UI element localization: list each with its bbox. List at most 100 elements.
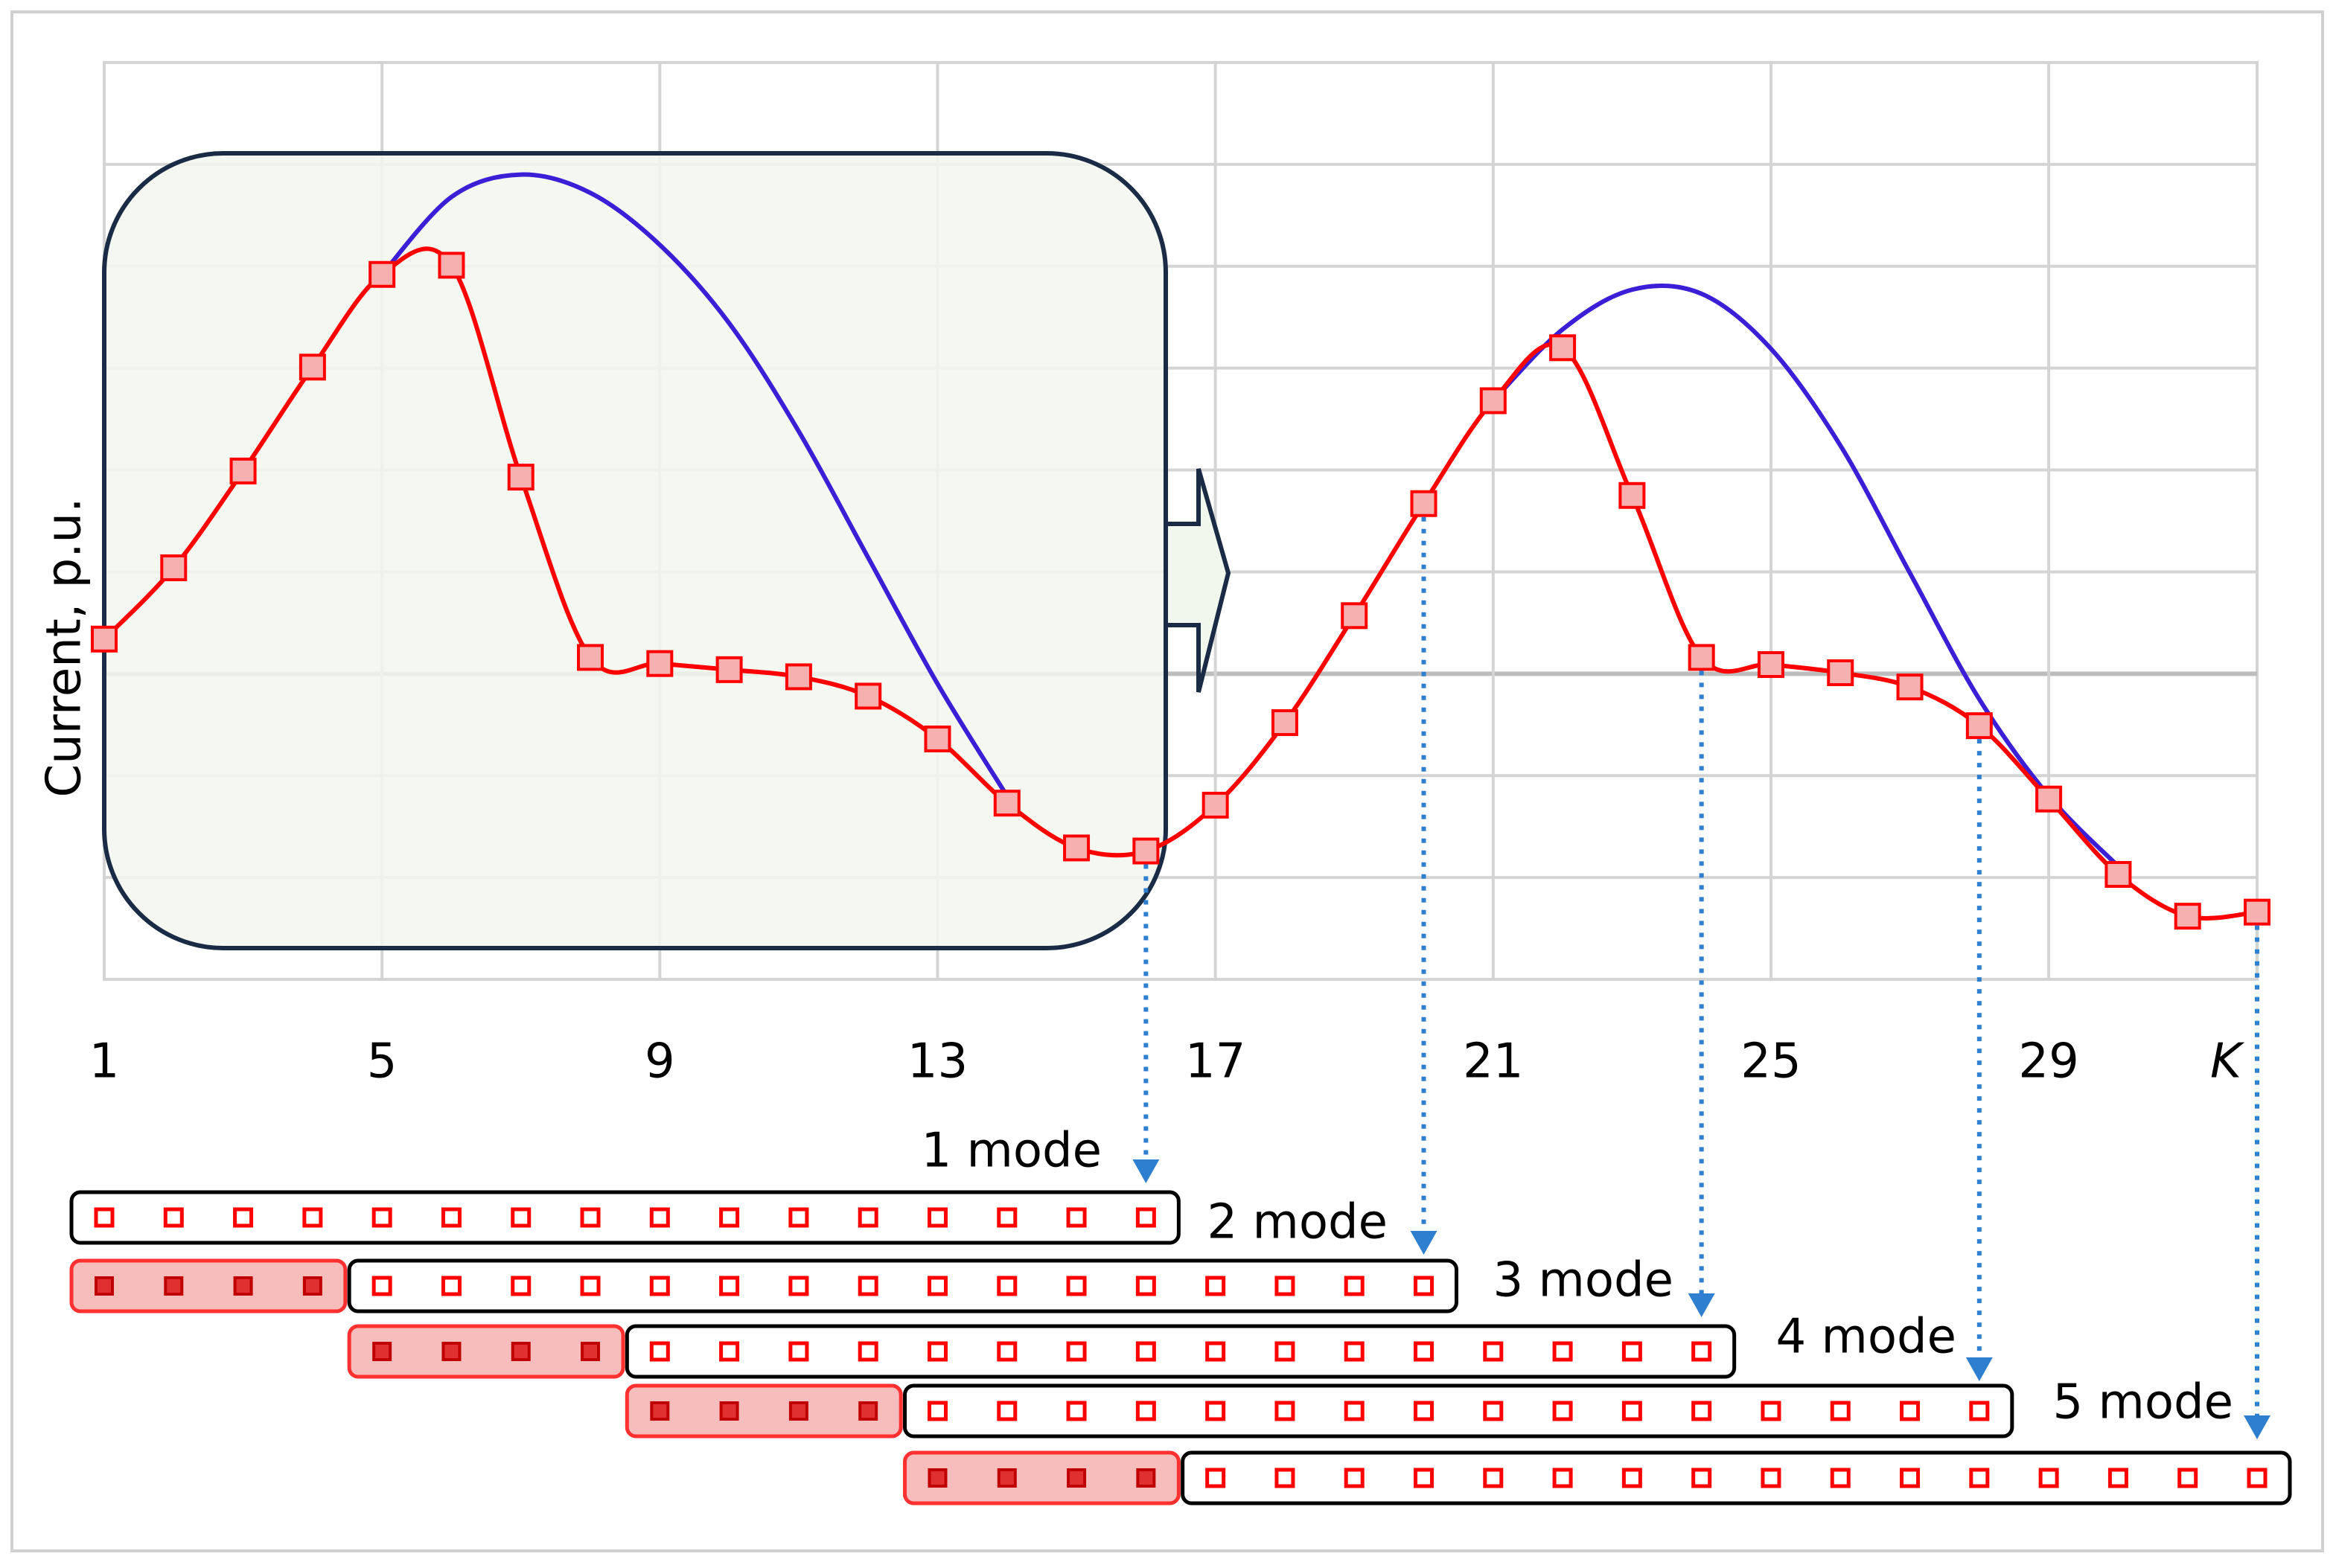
- sample: [997, 1401, 1018, 1421]
- sample: [650, 1401, 670, 1421]
- sample: [927, 1401, 948, 1421]
- sample: [1205, 1468, 1226, 1488]
- sample: [95, 1276, 114, 1296]
- x-tick-label: 13: [907, 1034, 968, 1089]
- window-row: [625, 1324, 1737, 1379]
- data-marker: [1896, 673, 1924, 701]
- sample: [580, 1207, 601, 1228]
- window-box: [102, 151, 1168, 950]
- sample: [2177, 1468, 2198, 1488]
- data-marker: [2104, 861, 2132, 889]
- sample: [927, 1341, 948, 1362]
- sample: [1274, 1468, 1295, 1488]
- sample: [1344, 1341, 1365, 1362]
- sample: [1205, 1341, 1226, 1362]
- data-marker: [1479, 387, 1507, 415]
- x-tick-label: 9: [645, 1034, 675, 1089]
- series-line: [1491, 283, 2120, 868]
- sample: [1274, 1341, 1295, 1362]
- data-marker: [1827, 659, 1854, 686]
- x-tick-label: 25: [1740, 1034, 1801, 1089]
- data-marker: [1201, 791, 1229, 819]
- sample: [928, 1468, 948, 1488]
- data-marker: [299, 353, 326, 381]
- arrow-head: [2244, 1415, 2270, 1439]
- data-marker: [1132, 837, 1160, 865]
- sample: [511, 1207, 532, 1228]
- mode-label: 2 mode: [1207, 1195, 1388, 1250]
- sample: [1621, 1468, 1642, 1488]
- sample: [441, 1207, 462, 1228]
- x-tick-label: 29: [2018, 1034, 2078, 1089]
- sample: [1483, 1401, 1504, 1421]
- sample: [1135, 1401, 1156, 1421]
- sample: [788, 1401, 808, 1421]
- sample: [1900, 1401, 1921, 1421]
- sample: [581, 1342, 601, 1361]
- sample: [511, 1276, 532, 1296]
- sample: [719, 1401, 739, 1421]
- sample: [1691, 1401, 1712, 1421]
- sample: [2038, 1468, 2059, 1488]
- mode-label: 5 mode: [2052, 1375, 2233, 1430]
- sample: [163, 1207, 184, 1228]
- sample: [441, 1342, 462, 1361]
- sample: [1274, 1401, 1295, 1421]
- data-marker: [993, 790, 1021, 817]
- window-row: [347, 1258, 1459, 1313]
- sample: [1830, 1401, 1851, 1421]
- window-row: [902, 1383, 2014, 1439]
- sample: [719, 1276, 740, 1296]
- sample: [1621, 1341, 1642, 1362]
- sample: [164, 1276, 184, 1296]
- sample: [649, 1207, 670, 1228]
- data-marker: [1618, 481, 1646, 509]
- sample: [1414, 1401, 1435, 1421]
- data-marker: [507, 464, 534, 491]
- data-marker: [1410, 490, 1437, 517]
- sample: [1066, 1207, 1087, 1228]
- data-marker: [1757, 651, 1784, 679]
- sample: [371, 1276, 392, 1296]
- sample: [1761, 1468, 1781, 1488]
- sample: [1691, 1468, 1712, 1488]
- sample: [1969, 1468, 1990, 1488]
- sample: [1344, 1276, 1365, 1296]
- sample: [1969, 1401, 1990, 1421]
- sample: [1483, 1341, 1504, 1362]
- sample: [649, 1341, 670, 1362]
- mode-label: 1 mode: [921, 1124, 1102, 1179]
- data-marker: [715, 656, 743, 683]
- sample: [858, 1341, 878, 1362]
- sample: [1135, 1341, 1156, 1362]
- data-marker: [229, 457, 257, 484]
- sample: [372, 1342, 392, 1361]
- sample: [1483, 1468, 1504, 1488]
- sample: [1344, 1401, 1365, 1421]
- sample: [1066, 1341, 1087, 1362]
- data-marker: [1549, 334, 1577, 362]
- sample: [788, 1341, 809, 1362]
- sample: [788, 1276, 809, 1296]
- data-marker: [368, 260, 396, 288]
- sample: [1621, 1401, 1642, 1421]
- sample: [1135, 1276, 1156, 1296]
- sample: [1066, 1276, 1087, 1296]
- mode-label: 3 mode: [1493, 1253, 1673, 1308]
- sample: [302, 1207, 323, 1228]
- sample: [1414, 1468, 1435, 1488]
- window-row: [69, 1190, 1181, 1245]
- x-axis-title: K: [2210, 1034, 2245, 1089]
- sample: [1552, 1341, 1573, 1362]
- sample: [858, 1276, 878, 1296]
- shift-arrow: [1164, 468, 1231, 693]
- sample: [858, 1207, 878, 1228]
- sample: [1761, 1401, 1781, 1421]
- x-tick-label: 5: [367, 1034, 398, 1089]
- sample: [1136, 1468, 1156, 1488]
- sample: [1691, 1341, 1712, 1362]
- sample: [1830, 1468, 1851, 1488]
- sample: [371, 1207, 392, 1228]
- data-marker: [2174, 903, 2201, 930]
- sample: [997, 1207, 1018, 1228]
